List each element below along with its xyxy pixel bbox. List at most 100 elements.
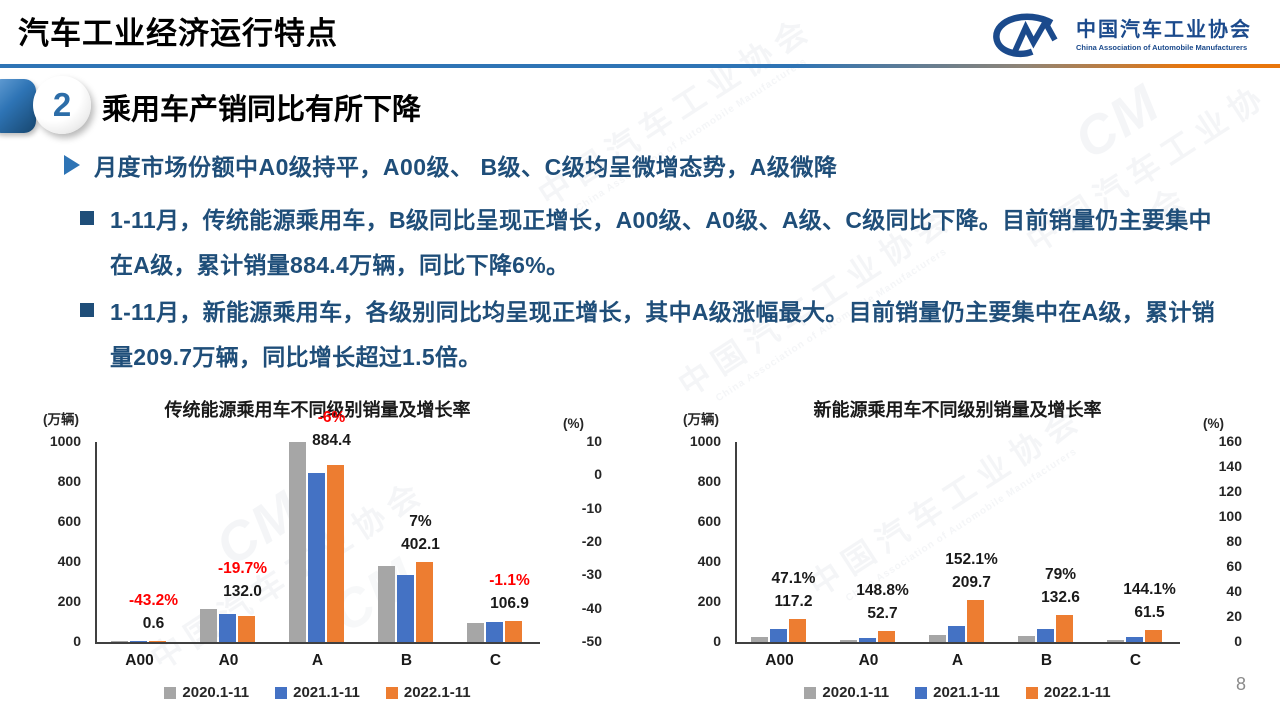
legend-label: 2022.1-11 — [1043, 684, 1111, 701]
right-tick-label: 100 — [1218, 508, 1242, 524]
legend-swatch — [915, 686, 928, 699]
x-axis-line — [735, 642, 1180, 644]
legend-swatch — [385, 686, 398, 699]
bar — [789, 618, 806, 642]
bar — [416, 561, 433, 642]
value-label: 402.1 — [401, 535, 440, 553]
watermark: 中国汽车工业协会 China Association of Automobile… — [531, 7, 829, 227]
bullet-text: 1-11月，传统能源乘用车，B级同比呈现正增长，A00级、A0级、A级、C级同比… — [110, 207, 1212, 278]
value-label: 61.5 — [1134, 603, 1165, 621]
y-tick-label: 1000 — [49, 433, 81, 449]
right-tick-label: -40 — [581, 599, 602, 616]
bar — [111, 641, 128, 642]
arrow-bullet-text: 月度市场份额中A0级持平，A00级、 B级、C级均呈微增态势，A级微降 — [94, 154, 838, 180]
bar — [770, 628, 787, 642]
bar — [289, 442, 306, 642]
bar — [219, 614, 236, 642]
y-tick-label: 200 — [57, 593, 81, 609]
bullet-text: 1-11月，新能源乘用车，各级别同比均呈现正增长，其中A级涨幅最大。目前销量仍主… — [110, 299, 1215, 370]
right-tick-label: -10 — [581, 499, 602, 516]
square-bullet-icon — [80, 211, 94, 225]
y-tick-label: 400 — [697, 553, 721, 569]
bar — [840, 639, 857, 642]
chart-title: 传统能源乘用车不同级别销量及增长率 — [164, 400, 471, 420]
bar — [378, 566, 395, 642]
arrow-bullet-row: 月度市场份额中A0级持平，A00级、 B级、C级均呈微增态势，A级微降 — [64, 148, 1214, 182]
cm-logo-icon — [993, 13, 1058, 58]
x-category-label: B — [1040, 652, 1053, 669]
bar — [929, 635, 946, 642]
right-tick-label: 60 — [1226, 558, 1242, 574]
chart-title: 新能源乘用车不同级别销量及增长率 — [813, 400, 1102, 420]
y-tick-label: 600 — [697, 513, 721, 529]
legend-item: 2020.1-11 — [804, 684, 889, 701]
axis-unit-left: (万辆) — [43, 412, 79, 427]
bullet-item: 1-11月，新能源乘用车，各级别同比均呈现正增长，其中A级涨幅最大。目前销量仍主… — [80, 290, 1220, 380]
y-axis-line — [735, 442, 737, 642]
x-category-label: C — [1129, 652, 1142, 669]
growth-label: 47.1% — [771, 569, 816, 587]
legend-label: 2020.1-11 — [822, 684, 890, 701]
bar — [1107, 639, 1124, 642]
value-label: 132.6 — [1041, 589, 1080, 607]
logo-name-en: China Association of Automobile Manufact… — [1076, 43, 1248, 53]
page-number: 8 — [1235, 674, 1246, 694]
right-tick-label: 120 — [1218, 483, 1242, 499]
bar — [1056, 615, 1073, 642]
right-tick-label: -50 — [581, 633, 602, 649]
right-tick-label: -30 — [581, 566, 602, 583]
y-tick-label: 800 — [697, 473, 721, 489]
bar — [327, 465, 344, 642]
chart-traditional-energy: 传统能源乘用车不同级别销量及增长率 (万辆) (%) 1000 800 600 400 200… — [35, 392, 610, 710]
bar — [505, 620, 522, 642]
y-tick-label: 0 — [713, 633, 721, 649]
bar — [200, 609, 217, 642]
value-label: 209.7 — [952, 574, 991, 592]
legend-item: 2021.1-11 — [915, 684, 1000, 701]
y-tick-label: 200 — [697, 593, 721, 609]
bar — [751, 636, 768, 642]
x-category-label: A — [311, 652, 324, 669]
legend-item: 2022.1-11 — [385, 684, 471, 701]
right-tick-label: 20 — [1226, 608, 1242, 624]
bar — [1145, 629, 1162, 642]
right-tick-label: 40 — [1226, 583, 1242, 599]
logo-name-cn: 中国汽车工业协会 — [1076, 19, 1252, 42]
right-tick-label: 160 — [1218, 433, 1242, 449]
growth-label: 148.8% — [856, 582, 909, 600]
y-tick-label: 600 — [57, 513, 81, 529]
section-number: 2 — [52, 86, 72, 123]
bar — [467, 622, 484, 642]
bar — [486, 622, 503, 642]
watermark-text: 中国汽车工业协会 — [532, 8, 821, 214]
value-label: 52.7 — [867, 605, 898, 623]
x-category-label: B — [400, 652, 413, 669]
legend-swatch — [275, 686, 288, 699]
association-logo: 中国汽车工业协会 China Association of Automobile… — [988, 10, 1252, 62]
arrow-bullet-icon — [64, 155, 80, 175]
section-number-badge: 2 — [33, 76, 91, 134]
legend-swatch — [1025, 686, 1038, 699]
value-label: 117.2 — [774, 592, 813, 610]
y-tick-label: 800 — [57, 473, 81, 489]
right-tick-label: -20 — [581, 533, 602, 549]
growth-label: -19.7% — [217, 560, 268, 578]
y-axis-line — [95, 442, 97, 642]
x-category-label: A00 — [765, 652, 794, 669]
growth-label: -6% — [317, 409, 346, 426]
bar — [1018, 636, 1035, 642]
legend-label: 2022.1-11 — [403, 684, 471, 701]
growth-label: -1.1% — [489, 571, 530, 589]
legend-label: 2021.1-11 — [293, 684, 360, 701]
x-axis-line — [95, 642, 540, 644]
axis-unit-right: (%) — [1203, 416, 1224, 431]
legend-label: 2020.1-11 — [182, 684, 250, 701]
right-tick-label: 80 — [1226, 533, 1242, 549]
section-title: 乘用车产销同比有所下降 — [102, 94, 422, 126]
right-tick-label: 0 — [594, 466, 602, 483]
right-tick-label: 140 — [1218, 458, 1242, 474]
legend-swatch — [804, 686, 817, 699]
legend-item: 2022.1-11 — [1025, 684, 1111, 701]
value-label: 0.6 — [142, 615, 165, 632]
